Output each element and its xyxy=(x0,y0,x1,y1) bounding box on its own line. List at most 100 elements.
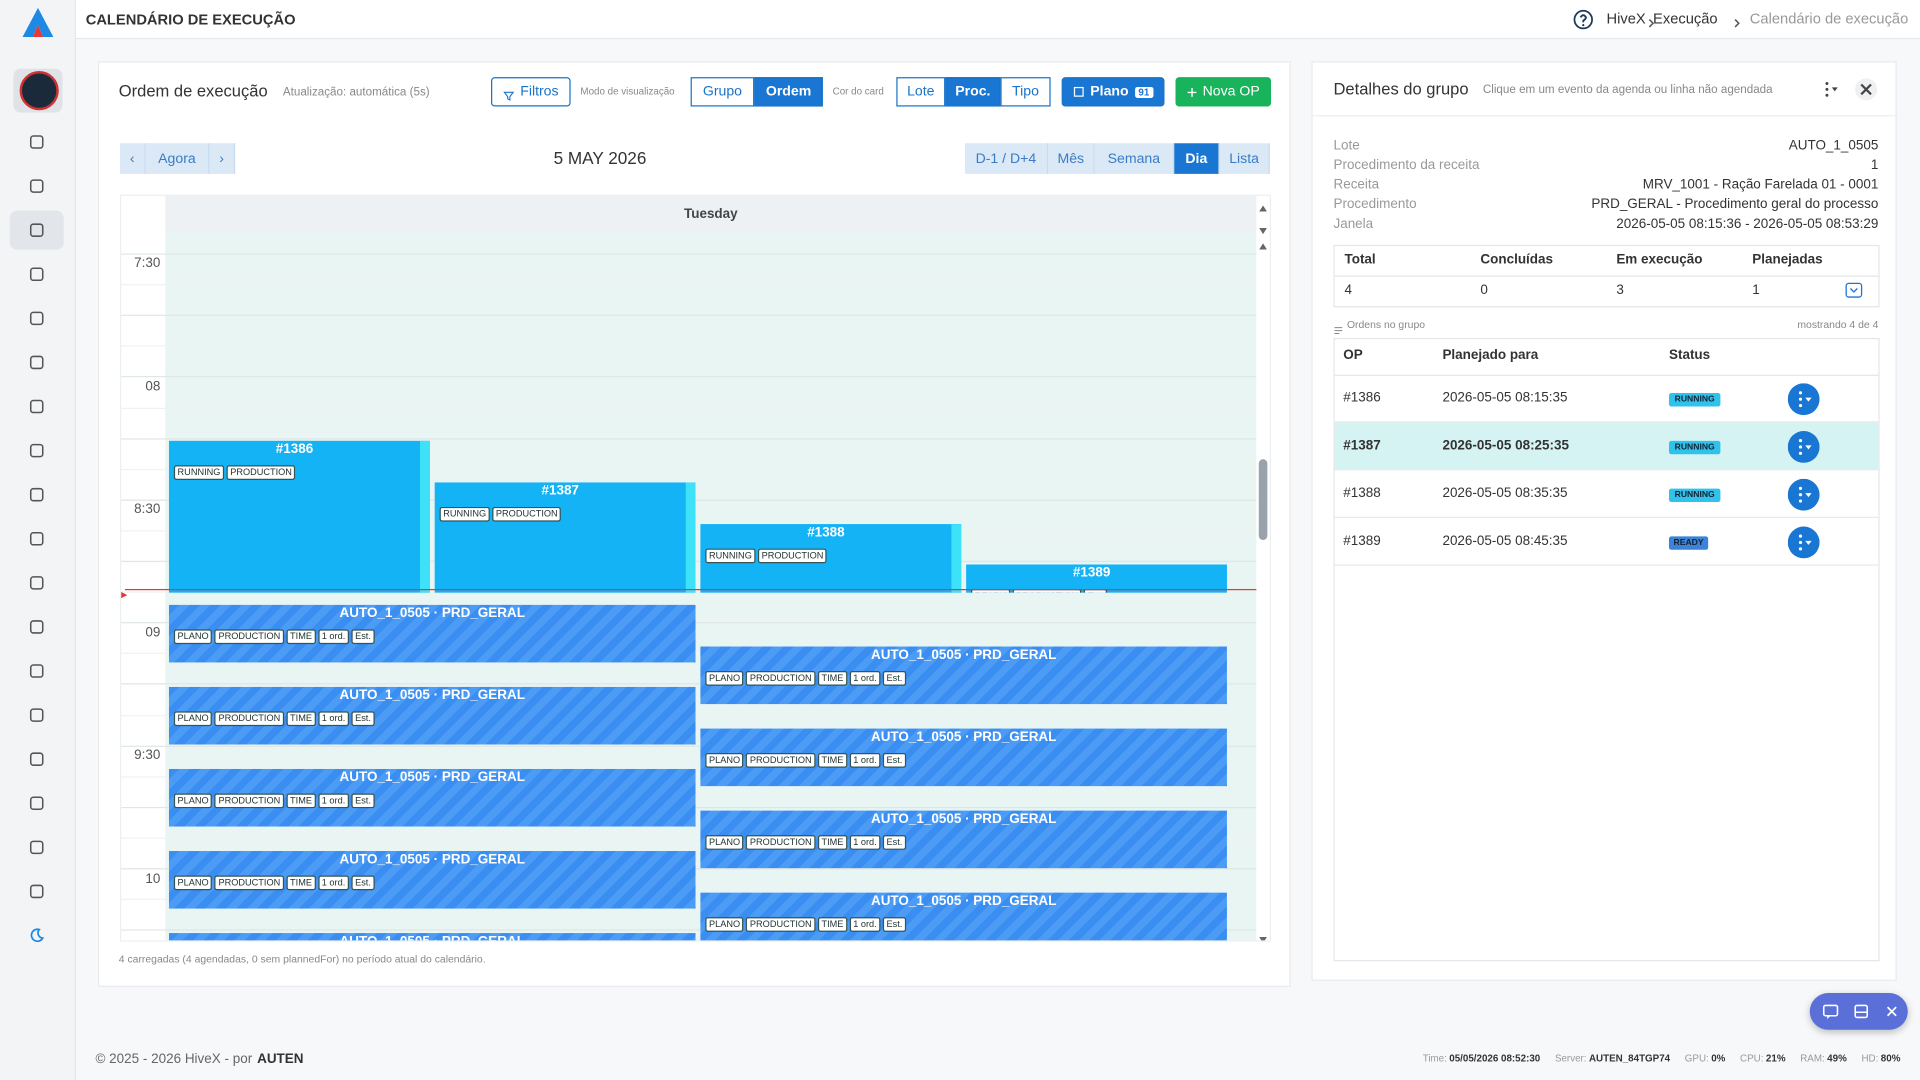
new-op-label: Nova OP xyxy=(1202,84,1260,100)
next-button[interactable]: › xyxy=(209,143,236,174)
card-color-button[interactable]: Lote xyxy=(896,77,946,107)
status-label: Server: xyxy=(1554,1053,1587,1065)
nav-icon[interactable] xyxy=(28,266,45,283)
status-item: CPU: 21% xyxy=(1740,1053,1785,1068)
order-row[interactable] xyxy=(1334,422,1879,471)
main-card: Ordem de execução Atualização: automática… xyxy=(97,61,1291,987)
order-action[interactable] xyxy=(1787,431,1820,463)
nav-icon[interactable] xyxy=(28,751,45,768)
card-color-label: Cor do card xyxy=(832,85,884,97)
chat-button[interactable] xyxy=(1822,1003,1839,1020)
order-status: READY xyxy=(1668,536,1709,550)
field-value: PRD_GERAL - Procedimento geral do proces… xyxy=(1591,197,1879,212)
plan-card[interactable]: AUTO_1_0505 · PRD_GERAL PLANO PRODUCTION TI… xyxy=(700,810,1227,869)
nav-icon[interactable] xyxy=(28,883,45,900)
nav-icon[interactable] xyxy=(28,486,45,503)
plan-card[interactable]: AUTO_1_0505 · PRD_GERAL xyxy=(168,933,696,941)
plan-card[interactable]: AUTO_1_0505 · PRD_GERAL PLANO PRODUCTION TI… xyxy=(168,686,696,745)
time-label: 09 xyxy=(145,625,161,640)
order-action[interactable] xyxy=(1787,383,1820,416)
slot-line xyxy=(121,407,1257,409)
chat-button[interactable] xyxy=(1853,1003,1870,1020)
event-card[interactable]: #1387 RUNNING PRODUCTION xyxy=(434,482,696,593)
nav-icon[interactable] xyxy=(28,310,45,327)
nav-icon[interactable] xyxy=(28,442,45,459)
plan-tag: PRODUCTION xyxy=(214,875,284,891)
details-hint: Clique em um evento da agenda ou linha n… xyxy=(1482,83,1773,97)
view-button[interactable]: Dia xyxy=(1174,143,1220,174)
plan-card[interactable]: AUTO_1_0505 · PRD_GERAL PLANO PRODUCTION TI… xyxy=(168,768,696,827)
plan-tags: PLANO PRODUCTION TIME 1 ord. Est. xyxy=(705,747,1227,768)
plan-button[interactable]: Plano 91 xyxy=(1061,77,1165,107)
plan-card[interactable]: AUTO_1_0505 · PRD_GERAL PLANO PRODUCTION TI… xyxy=(700,728,1227,787)
nav-icon[interactable] xyxy=(28,574,45,591)
scrollbar-thumb[interactable] xyxy=(1258,459,1268,541)
card-color-button[interactable]: Proc. xyxy=(945,77,1001,107)
scroll-arrow xyxy=(1258,198,1269,212)
plan-tag: PRODUCTION xyxy=(746,753,816,768)
order-action[interactable] xyxy=(1787,526,1820,559)
order-row[interactable] xyxy=(1334,470,1879,518)
plan-card[interactable]: AUTO_1_0505 · PRD_GERAL PLANO PRODUCTION TI… xyxy=(168,604,696,663)
nav-icon[interactable] xyxy=(28,618,45,635)
view-button[interactable]: Mês xyxy=(1048,143,1095,174)
nav-icon[interactable] xyxy=(28,795,45,812)
prev-button[interactable]: ‹ xyxy=(120,143,146,174)
plan-card[interactable]: AUTO_1_0505 · PRD_GERAL PLANO PRODUCTION TI… xyxy=(700,892,1227,941)
order-row[interactable] xyxy=(1334,518,1879,566)
today-button[interactable]: Agora xyxy=(145,143,210,174)
event-tag: PRODUCTION xyxy=(492,506,562,522)
event-card[interactable]: #1386 RUNNING PRODUCTION xyxy=(168,440,430,593)
plan-card[interactable]: AUTO_1_0505 · PRD_GERAL PLANO PRODUCTION TI… xyxy=(168,851,696,909)
nav-icon-svg xyxy=(29,267,44,282)
view-mode-button[interactable]: Grupo xyxy=(690,77,755,107)
status-item: GPU: 0% xyxy=(1685,1053,1726,1068)
slot-line xyxy=(121,284,1257,286)
event-card[interactable]: #1388 RUNNING PRODUCTION xyxy=(700,524,962,593)
nav-icon[interactable] xyxy=(28,927,45,944)
nav-icon-svg xyxy=(29,620,44,634)
nav-icon[interactable] xyxy=(28,354,45,371)
view-mode-button[interactable]: Ordem xyxy=(754,77,823,107)
nav-icon[interactable] xyxy=(28,839,45,856)
breadcrumb-item[interactable]: Execução xyxy=(1653,9,1718,27)
expand-button[interactable] xyxy=(1840,282,1867,299)
view-button[interactable]: D-1 / D+4 xyxy=(964,143,1049,174)
view-button[interactable]: Lista xyxy=(1219,143,1270,174)
plan-tag: TIME xyxy=(286,711,316,727)
plan-tag: 1 ord. xyxy=(849,835,881,850)
event-card[interactable]: #1389 READYPRODUCTIONEst. xyxy=(966,564,1227,593)
help-icon xyxy=(1572,9,1594,31)
order-status: RUNNING xyxy=(1668,488,1721,503)
time-label: 10 xyxy=(145,871,161,886)
plan-title: AUTO_1_0505 · PRD_GERAL xyxy=(870,647,1057,663)
count-value: 1 xyxy=(1752,282,1760,298)
card-color-button[interactable]: Tipo xyxy=(1000,77,1051,107)
nav-icon[interactable] xyxy=(28,222,45,239)
nav-icon[interactable] xyxy=(28,707,45,724)
status-item: Server: AUTEN_84TGP74 xyxy=(1555,1053,1670,1068)
menu-icon-svg xyxy=(1825,82,1838,97)
plan-card[interactable]: AUTO_1_0505 · PRD_GERAL PLANO PRODUCTION TI… xyxy=(700,646,1227,705)
close-button[interactable] xyxy=(1854,77,1878,101)
order-action[interactable] xyxy=(1787,478,1820,511)
plan-tag: TIME xyxy=(817,671,848,686)
new-op-button[interactable]: Nova OP xyxy=(1175,77,1272,107)
nav-icon[interactable] xyxy=(28,133,45,150)
view-button[interactable]: Semana xyxy=(1094,143,1175,174)
nav-icon[interactable] xyxy=(28,178,45,195)
now-marker xyxy=(121,584,128,599)
nav-icon-svg xyxy=(29,532,44,546)
order-row[interactable] xyxy=(1334,375,1879,423)
breadcrumb-item[interactable]: HiveX xyxy=(1606,9,1646,27)
event-op: #1388 xyxy=(807,525,845,541)
chat-button[interactable] xyxy=(1883,1003,1900,1020)
plan-tag: PRODUCTION xyxy=(746,917,816,932)
nav-icon[interactable] xyxy=(28,530,45,547)
field-value: AUTO_1_0505 xyxy=(1788,138,1879,154)
event-tags: READYPRODUCTIONEst. xyxy=(971,583,1222,593)
menu-icon[interactable] xyxy=(1821,80,1843,100)
nav-icon[interactable] xyxy=(28,398,45,415)
nav-icon[interactable] xyxy=(28,662,45,679)
close-button-svg xyxy=(1855,78,1878,101)
